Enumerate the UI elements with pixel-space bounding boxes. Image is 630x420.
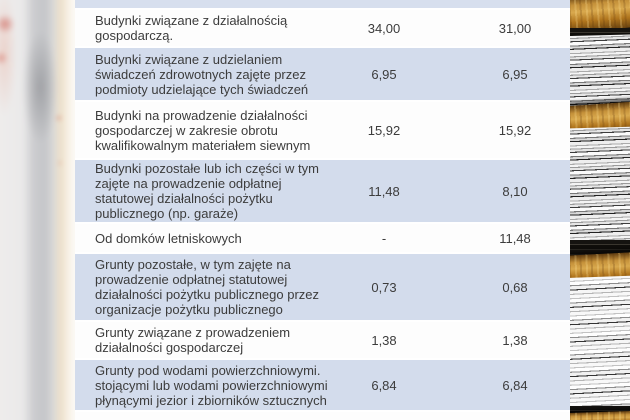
table-row: Budynki związane z działalnością gospoda…	[75, 8, 570, 46]
row-rate-col2: 0,68	[502, 279, 528, 295]
row-rate-col1: 15,92	[367, 122, 401, 138]
row-rate-col1: -	[381, 230, 387, 246]
paper-pile	[570, 275, 630, 417]
wooden-board	[570, 410, 630, 420]
table-row: Budynki pozostałe lub ich części w tym z…	[75, 158, 570, 222]
row-rate-col1: 11,48	[368, 183, 400, 199]
paper-pile	[570, 126, 630, 248]
shelf-gap	[570, 240, 630, 256]
row-description: Grunty związane z prowadzeniem działalno…	[95, 325, 291, 355]
paper-stack-photo	[570, 0, 630, 420]
row-description: Budynki związane z działalnością gospoda…	[95, 13, 288, 43]
table-row: Grunty związane z prowadzeniem działalno…	[75, 320, 570, 358]
row-rate-col1: 1,38	[371, 332, 397, 348]
table-row: Grunty pozostałe, w tym zajęte na prowad…	[75, 252, 570, 320]
table-row: Budynki związane z udzielaniem świadczeń…	[75, 46, 570, 100]
row-rate-col2: 15,92	[498, 122, 532, 138]
row-rate-col2: 8,10	[502, 183, 528, 199]
table-row: Od domków letniskowych - 11,48	[75, 222, 570, 252]
table-row: Budynki na prowadzenie działalności gosp…	[75, 100, 570, 158]
table-row-partial-bottom	[75, 410, 570, 420]
row-description: Budynki na prowadzenie działalności gosp…	[95, 107, 311, 153]
row-rate-col2: 6,95	[502, 66, 528, 82]
left-background-blur	[0, 0, 75, 420]
row-rate-col2: 1,38	[502, 332, 528, 348]
row-rate-col1: 6,84	[371, 377, 397, 393]
row-description: Budynki związane z udzielaniem świadczeń…	[95, 51, 309, 97]
row-description: Od domków letniskowych	[95, 230, 242, 246]
shelf-gap	[570, 406, 630, 414]
row-rate-col1: 0,73	[371, 279, 397, 295]
paper-pile	[570, 34, 630, 110]
row-rate-col2: 11,48	[499, 230, 531, 246]
row-description: Grunty pozostałe, w tym zajęte na prowad…	[95, 257, 320, 317]
row-description: Budynki pozostałe lub ich części w tym z…	[95, 161, 319, 221]
table-row-partial-top	[75, 0, 570, 8]
table-row: Grunty pod wodami powierzchniowymi. stoj…	[75, 358, 570, 410]
row-rate-col2: 31,00	[498, 20, 532, 36]
row-description: Grunty pod wodami powierzchniowymi. stoj…	[95, 362, 328, 408]
tax-rates-table: Budynki związane z działalnością gospoda…	[75, 0, 570, 420]
row-rate-col2: 6,84	[502, 377, 528, 393]
left-background-photo	[0, 0, 75, 420]
row-rate-col1: 6,95	[371, 66, 397, 82]
row-rate-col1: 34,00	[367, 20, 401, 36]
